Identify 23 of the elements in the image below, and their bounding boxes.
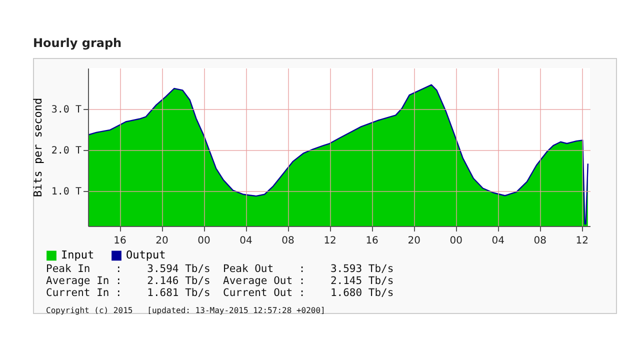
text: Copyright (c) 2015 [updated: 13-May-2015 12:57:28 +0200] [46, 305, 326, 317]
text: Average In : 2.146 Tb/s Average Out : 2.145 Tb/s [46, 275, 394, 287]
x-tick-label: 20 [408, 236, 420, 246]
text: Peak In : 3.594 Tb/s Peak Out : 3.593 Tb/s [46, 263, 394, 275]
x-tick-label: 16 [366, 236, 378, 246]
chart-title: Hourly graph [33, 36, 122, 50]
y-tick-label: 2.0 T [51, 146, 82, 157]
x-tick-label: 08 [534, 236, 546, 246]
y-tick-label: 3.0 T [51, 104, 82, 116]
x-tick-label: 00 [450, 236, 462, 246]
x-tick-label: 20 [156, 236, 168, 246]
legend-label: Output [126, 248, 166, 262]
x-tick-label: 08 [282, 236, 294, 246]
x-tick-label: 04 [492, 236, 504, 246]
x-tick-label: 16 [114, 236, 126, 246]
y-tick-label: 1.0 T [51, 186, 82, 198]
legend-label: Input [61, 248, 94, 262]
text: Current In : 1.681 Tb/s Current Out : 1.680 Tb/s [46, 287, 394, 299]
y-axis-title: Bits per second [31, 98, 44, 198]
x-tick-label: 12 [324, 236, 336, 246]
x-tick-label: 04 [240, 236, 252, 246]
x-tick-label: 00 [198, 236, 210, 246]
x-tick-label: 12 [576, 236, 588, 246]
